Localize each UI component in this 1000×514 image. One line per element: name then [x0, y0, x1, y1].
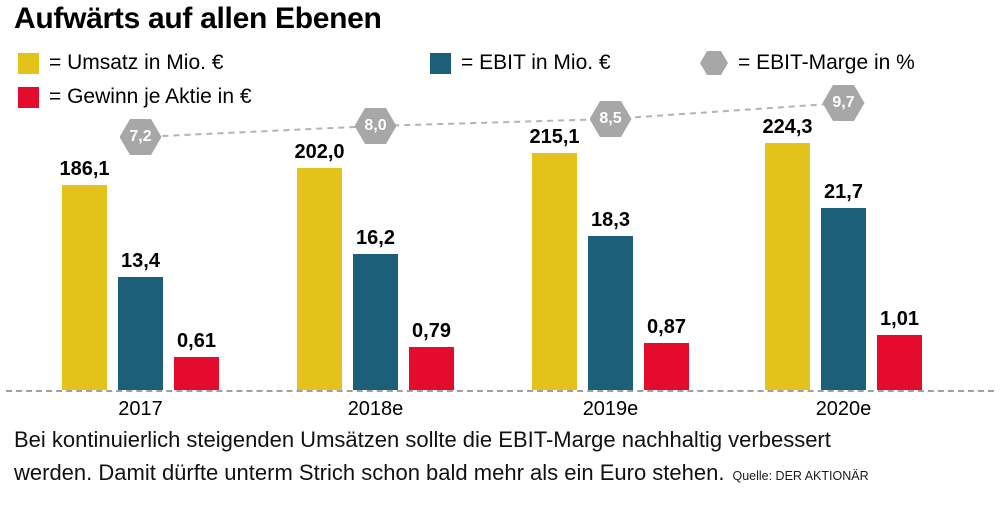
bar-ebit-2018e — [353, 254, 398, 390]
bar-value-gewinn-je-aktie-2018e: 0,79 — [412, 320, 451, 342]
ebit-marge-marker-2018e: 8,0 — [354, 108, 397, 144]
chart-title: Aufwärts auf allen Ebenen — [14, 2, 382, 35]
category-label-2020e: 2020e — [815, 398, 872, 420]
bar-gewinn-je-aktie-2018e — [409, 347, 454, 390]
bar-value-ebit-2018e: 16,2 — [356, 227, 395, 249]
bar-ebit-2020e — [821, 208, 866, 390]
bar-umsatz-2017 — [62, 185, 107, 390]
category-label-2018e: 2018e — [347, 398, 404, 420]
caption: Bei kontinuierlich steigenden Umsätzen s… — [14, 423, 994, 493]
bar-value-umsatz-2020e: 224,3 — [762, 116, 813, 138]
legend-label-umsatz: = Umsatz in Mio. € — [49, 51, 224, 74]
ebit-marge-marker-2017: 7,2 — [119, 119, 162, 155]
bar-value-umsatz-2018e: 202,0 — [294, 141, 345, 163]
legend-item-umsatz: = Umsatz in Mio. € — [18, 51, 223, 75]
bar-value-umsatz-2017: 186,1 — [59, 158, 110, 180]
legend-item-ebit: = EBIT in Mio. € — [430, 51, 611, 75]
category-label-2017: 2017 — [118, 398, 163, 420]
bar-value-gewinn-je-aktie-2019e: 0,87 — [647, 316, 686, 338]
ebit-marge-marker-2020e: 9,7 — [822, 85, 865, 121]
bar-value-gewinn-je-aktie-2017: 0,61 — [177, 330, 216, 352]
source-credit: Quelle: DER AKTIONÄR — [732, 469, 869, 483]
caption-line-2: werden. Damit dürfte unterm Strich schon… — [14, 460, 725, 485]
bar-ebit-2019e — [588, 236, 633, 390]
legend-item-ebit-marge: = EBIT-Marge in % — [700, 51, 915, 75]
caption-line-1: Bei kontinuierlich steigenden Umsätzen s… — [14, 427, 831, 452]
bar-umsatz-2018e — [297, 168, 342, 390]
x-axis-baseline — [6, 390, 994, 392]
square-swatch-icon — [18, 52, 39, 74]
bar-gewinn-je-aktie-2017 — [174, 357, 219, 390]
bar-umsatz-2020e — [765, 143, 810, 390]
square-swatch-icon — [18, 86, 39, 108]
bar-umsatz-2019e — [532, 153, 577, 390]
hexagon-swatch-icon — [700, 51, 728, 75]
bar-gewinn-je-aktie-2019e — [644, 343, 689, 390]
bar-value-ebit-2019e: 18,3 — [591, 209, 630, 231]
legend-label-ebit-marge: = EBIT-Marge in % — [738, 51, 915, 74]
bar-value-umsatz-2019e: 215,1 — [529, 126, 580, 148]
bar-value-ebit-2020e: 21,7 — [824, 181, 863, 203]
bar-gewinn-je-aktie-2020e — [877, 335, 922, 390]
square-swatch-icon — [430, 52, 451, 74]
bar-ebit-2017 — [118, 277, 163, 390]
category-label-2019e: 2019e — [582, 398, 639, 420]
bar-value-ebit-2017: 13,4 — [121, 250, 160, 272]
ebit-marge-marker-2019e: 8,5 — [589, 101, 632, 137]
legend-label-ebit: = EBIT in Mio. € — [461, 51, 611, 74]
bar-value-gewinn-je-aktie-2020e: 1,01 — [880, 308, 919, 330]
